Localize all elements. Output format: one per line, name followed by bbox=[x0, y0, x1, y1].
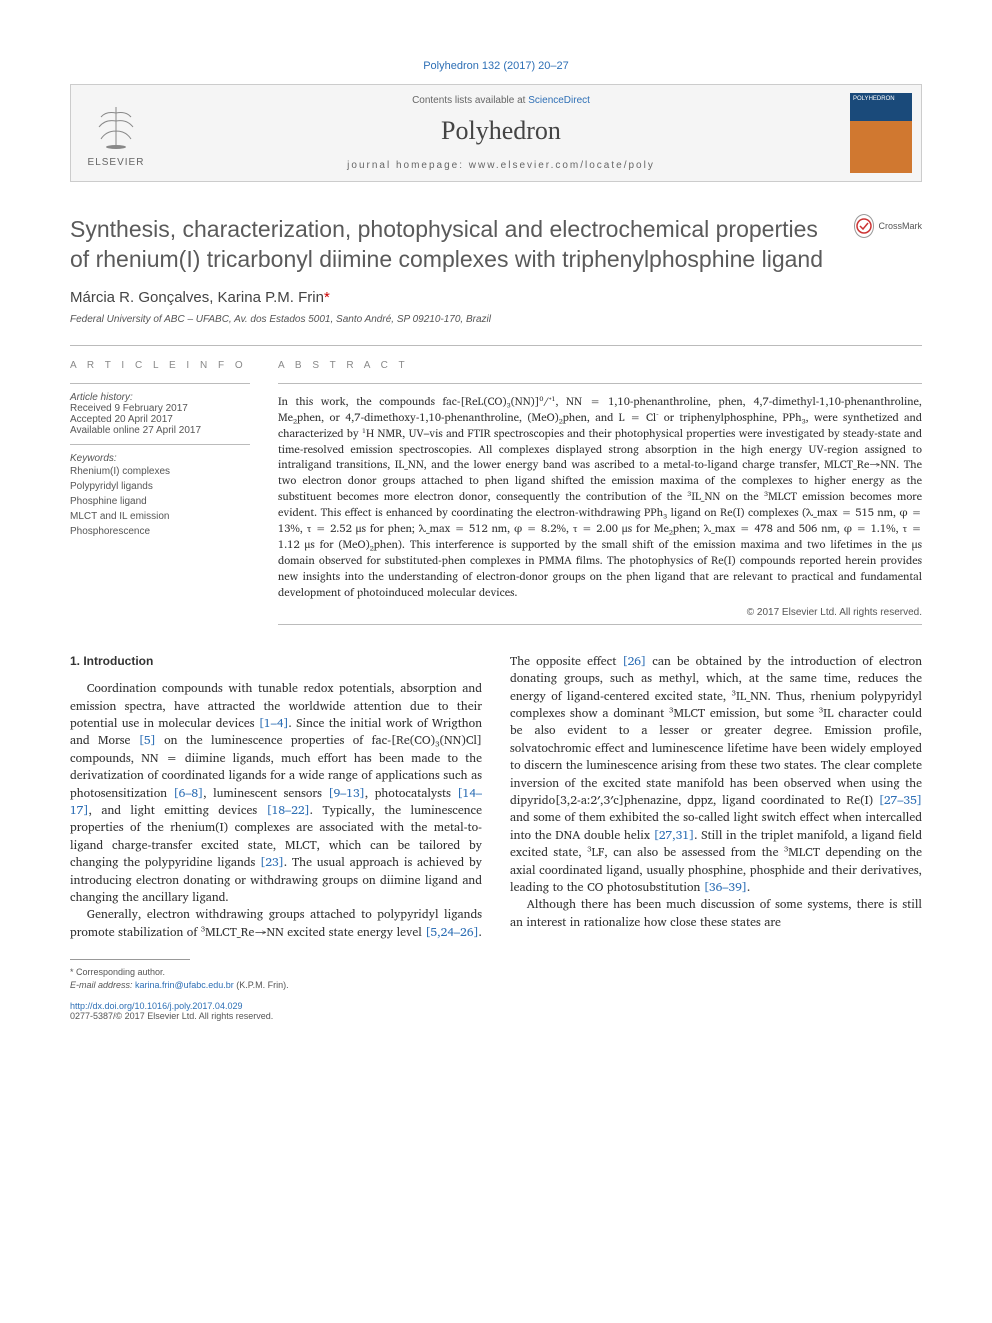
text-run: , and light emitting devices bbox=[89, 801, 267, 820]
info-divider-2 bbox=[70, 444, 250, 445]
text-run: , photocatalysts bbox=[365, 784, 458, 803]
ref-link[interactable]: [26] bbox=[622, 652, 646, 671]
contents-prefix: Contents lists available at bbox=[412, 95, 528, 106]
body-text: 1. Introduction Coordination compounds w… bbox=[70, 653, 922, 941]
affiliation: Federal University of ABC – UFABC, Av. d… bbox=[70, 314, 922, 325]
doi-link[interactable]: http://dx.doi.org/10.1016/j.poly.2017.04… bbox=[70, 1001, 242, 1011]
section-heading-intro: 1. Introduction bbox=[70, 653, 482, 670]
publisher-logo: ELSEVIER bbox=[71, 85, 161, 181]
abstract-block: A B S T R A C T In this work, the compou… bbox=[278, 360, 922, 625]
author-names: Márcia R. Gonçalves, Karina P.M. Frin bbox=[70, 289, 324, 306]
history-label: Article history: bbox=[70, 392, 250, 403]
keywords-label: Keywords: bbox=[70, 453, 250, 464]
keyword: MLCT and IL emission bbox=[70, 509, 250, 524]
info-divider bbox=[70, 383, 250, 384]
ref-link[interactable]: [5,24–26] bbox=[425, 923, 478, 942]
cover-image: POLYHEDRON bbox=[850, 93, 912, 173]
homepage-url[interactable]: www.elsevier.com/locate/poly bbox=[469, 160, 655, 171]
keyword: Rhenium(I) complexes bbox=[70, 464, 250, 479]
footnotes: * Corresponding author. E-mail address: … bbox=[70, 966, 922, 991]
journal-header: ELSEVIER Contents lists available at Sci… bbox=[70, 84, 922, 182]
corresponding-author: * Corresponding author. bbox=[70, 966, 922, 979]
email-label: E-mail address: bbox=[70, 980, 135, 990]
text-run: , luminescent sensors bbox=[203, 784, 328, 803]
text-run: Generally, electron withdrawing groups a… bbox=[70, 905, 482, 941]
text-run: . bbox=[747, 878, 750, 897]
article-info-heading: A R T I C L E I N F O bbox=[70, 360, 250, 371]
corresponding-mark: * bbox=[324, 289, 330, 306]
email-suffix: (K.P.M. Frin). bbox=[234, 980, 289, 990]
abstract-text: In this work, the compounds fac-[ReL(CO)… bbox=[278, 394, 922, 601]
copyright-line: © 2017 Elsevier Ltd. All rights reserved… bbox=[278, 607, 922, 618]
keyword: Polypyridyl ligands bbox=[70, 479, 250, 494]
ref-link[interactable]: [1–4] bbox=[259, 714, 289, 733]
ref-link[interactable]: [6–8] bbox=[174, 784, 204, 803]
keyword: Phosphorescence bbox=[70, 524, 250, 539]
homepage-label: journal homepage: bbox=[347, 160, 469, 171]
accepted-date: Accepted 20 April 2017 bbox=[70, 414, 250, 425]
ref-link[interactable]: [5] bbox=[139, 731, 156, 750]
crossmark-badge[interactable]: CrossMark bbox=[854, 214, 922, 238]
article-title: Synthesis, characterization, photophysic… bbox=[70, 214, 834, 275]
email-line: E-mail address: karina.frin@ufabc.edu.br… bbox=[70, 979, 922, 992]
sciencedirect-link[interactable]: ScienceDirect bbox=[528, 95, 590, 106]
keywords-list: Rhenium(I) complexes Polypyridyl ligands… bbox=[70, 464, 250, 539]
header-center: Contents lists available at ScienceDirec… bbox=[161, 85, 841, 181]
intro-paragraph-3: Although there has been much discussion … bbox=[510, 896, 922, 931]
abstract-divider bbox=[278, 383, 922, 384]
crossmark-icon bbox=[854, 214, 874, 238]
text-run: can be obtained by the introduction of e… bbox=[510, 652, 922, 810]
journal-cover: POLYHEDRON bbox=[841, 85, 921, 181]
citation-line: Polyhedron 132 (2017) 20–27 bbox=[70, 60, 922, 72]
publisher-name: ELSEVIER bbox=[88, 157, 145, 168]
ref-link[interactable]: [9–13] bbox=[328, 784, 364, 803]
ref-link[interactable]: [18–22] bbox=[267, 801, 310, 820]
issn-copyright: 0277-5387/© 2017 Elsevier Ltd. All right… bbox=[70, 1011, 922, 1021]
crossmark-label: CrossMark bbox=[878, 221, 922, 231]
ref-link[interactable]: [27,31] bbox=[654, 826, 695, 845]
intro-paragraph-1: Coordination compounds with tunable redo… bbox=[70, 680, 482, 906]
authors-line: Márcia R. Gonçalves, Karina P.M. Frin* bbox=[70, 289, 922, 306]
journal-homepage: journal homepage: www.elsevier.com/locat… bbox=[161, 160, 841, 171]
email-link[interactable]: karina.frin@ufabc.edu.br bbox=[135, 980, 234, 990]
keyword: Phosphine ligand bbox=[70, 494, 250, 509]
article-info-block: A R T I C L E I N F O Article history: R… bbox=[70, 360, 250, 625]
abstract-divider-end bbox=[278, 624, 922, 625]
ref-link[interactable]: [27–35] bbox=[879, 791, 922, 810]
cover-title: POLYHEDRON bbox=[853, 96, 895, 102]
received-date: Received 9 February 2017 bbox=[70, 403, 250, 414]
ref-link[interactable]: [23] bbox=[260, 853, 284, 872]
contents-available: Contents lists available at ScienceDirec… bbox=[161, 95, 841, 106]
footnote-separator bbox=[70, 959, 190, 960]
journal-name: Polyhedron bbox=[161, 116, 841, 146]
elsevier-tree-icon bbox=[89, 99, 143, 153]
bottom-bar: http://dx.doi.org/10.1016/j.poly.2017.04… bbox=[70, 1001, 922, 1021]
abstract-heading: A B S T R A C T bbox=[278, 360, 922, 371]
online-date: Available online 27 April 2017 bbox=[70, 425, 250, 436]
ref-link[interactable]: [36–39] bbox=[704, 878, 747, 897]
